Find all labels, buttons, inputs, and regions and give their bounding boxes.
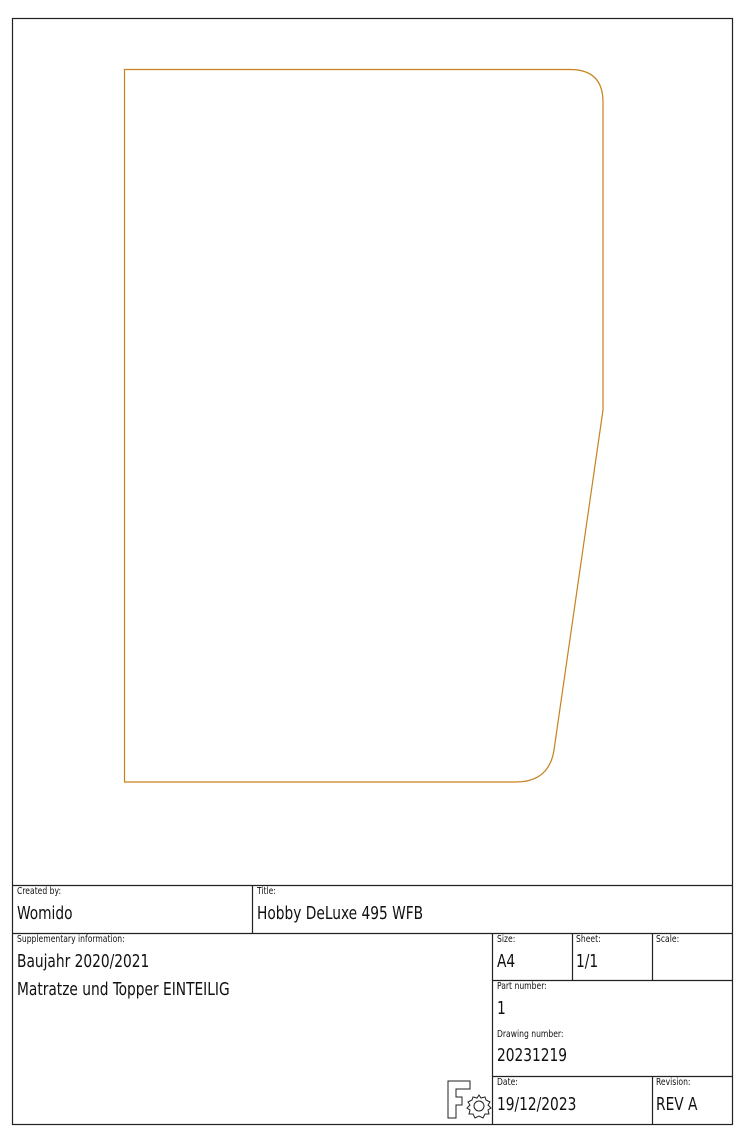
sheet-label: Sheet: [576,934,601,945]
title-label: Title: [257,886,276,897]
scale-label: Scale: [656,934,680,945]
part-number-value: 1 [497,998,506,1019]
revision-label: Revision: [656,1077,691,1088]
created-by-value: Womido [17,903,73,924]
sheet-value: 1/1 [576,951,599,972]
part-number-label: Part number: [497,981,547,992]
size-value: A4 [497,951,516,972]
sheet-frame [11,17,734,1126]
title-value: Hobby DeLuxe 495 WFB [257,903,424,924]
freecad-logo-icon [447,1080,492,1119]
drawing-number-label: Drawing number: [497,1029,564,1040]
mattress-outline [123,68,604,783]
supplementary-label: Supplementary information: [17,934,125,945]
drawing-number-value: 20231219 [497,1045,568,1066]
supplementary-line-2: Matratze und Topper EINTEILIG [17,979,230,1000]
created-by-label: Created by: [17,886,62,897]
size-label: Size: [497,934,516,945]
date-value: 19/12/2023 [497,1094,577,1115]
title-block-grid [12,884,732,1124]
revision-value: REV A [656,1094,698,1115]
supplementary-line-1: Baujahr 2020/2021 [17,951,150,972]
date-label: Date: [497,1077,518,1088]
